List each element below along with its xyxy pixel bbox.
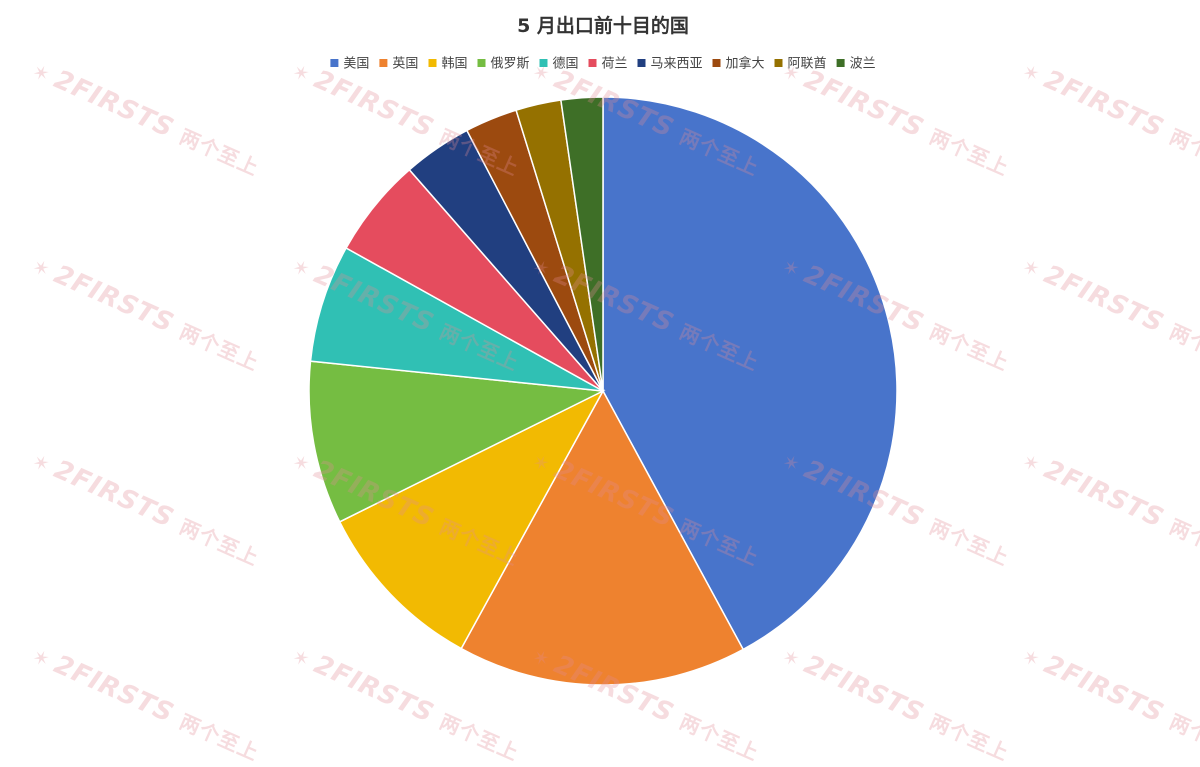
pie-slices <box>308 96 898 686</box>
legend-swatch-加拿大 <box>712 59 721 67</box>
chart-legend: 美国 英国 韩国 俄罗斯 德国 荷兰 马来西亚 加拿大 阿联酋 波兰 <box>330 56 876 72</box>
pie-slice-韩国 <box>338 389 605 650</box>
legend-label-马来西亚: 马来西亚 <box>651 57 703 72</box>
pie-slice-德国 <box>309 246 604 392</box>
pie-slice-美国 <box>602 96 898 651</box>
legend-label-德国: 德国 <box>553 57 579 72</box>
legend-label-英国: 英国 <box>392 57 418 72</box>
legend-swatch-美国 <box>330 59 339 67</box>
legend-swatch-阿联酋 <box>774 59 783 67</box>
legend-swatch-俄罗斯 <box>477 59 486 67</box>
chart-title: 5 月出口前十目的国 <box>517 14 689 37</box>
pie-slice-波兰 <box>560 96 604 392</box>
legend-label-阿联酋: 阿联酋 <box>788 56 827 72</box>
legend-label-荷兰: 荷兰 <box>602 57 628 72</box>
legend-label-韩国: 韩国 <box>442 57 468 72</box>
legend-label-加拿大: 加拿大 <box>726 56 765 72</box>
chart-container: 5 月出口前十目的国 美国 英国 韩国 俄罗斯 德国 荷兰 马来西亚 加拿大 阿联酋 波兰 ✶2F… <box>29 14 1200 765</box>
legend-swatch-荷兰 <box>588 59 597 67</box>
legend-swatch-波兰 <box>836 59 845 67</box>
pie-slice-俄罗斯 <box>308 360 606 523</box>
legend-swatch-马来西亚 <box>637 59 646 67</box>
pie-slice-英国 <box>460 389 745 686</box>
pie-chart: 5 月出口前十目的国 美国 英国 韩国 俄罗斯 德国 荷兰 马来西亚 加拿大 阿联酋 波兰 <box>308 14 898 686</box>
legend-swatch-英国 <box>379 59 388 67</box>
legend-swatch-韩国 <box>428 59 437 67</box>
legend-label-美国: 美国 <box>343 57 369 72</box>
legend-swatch-德国 <box>539 59 548 67</box>
legend-label-波兰: 波兰 <box>850 57 876 72</box>
legend-label-俄罗斯: 俄罗斯 <box>491 57 530 72</box>
